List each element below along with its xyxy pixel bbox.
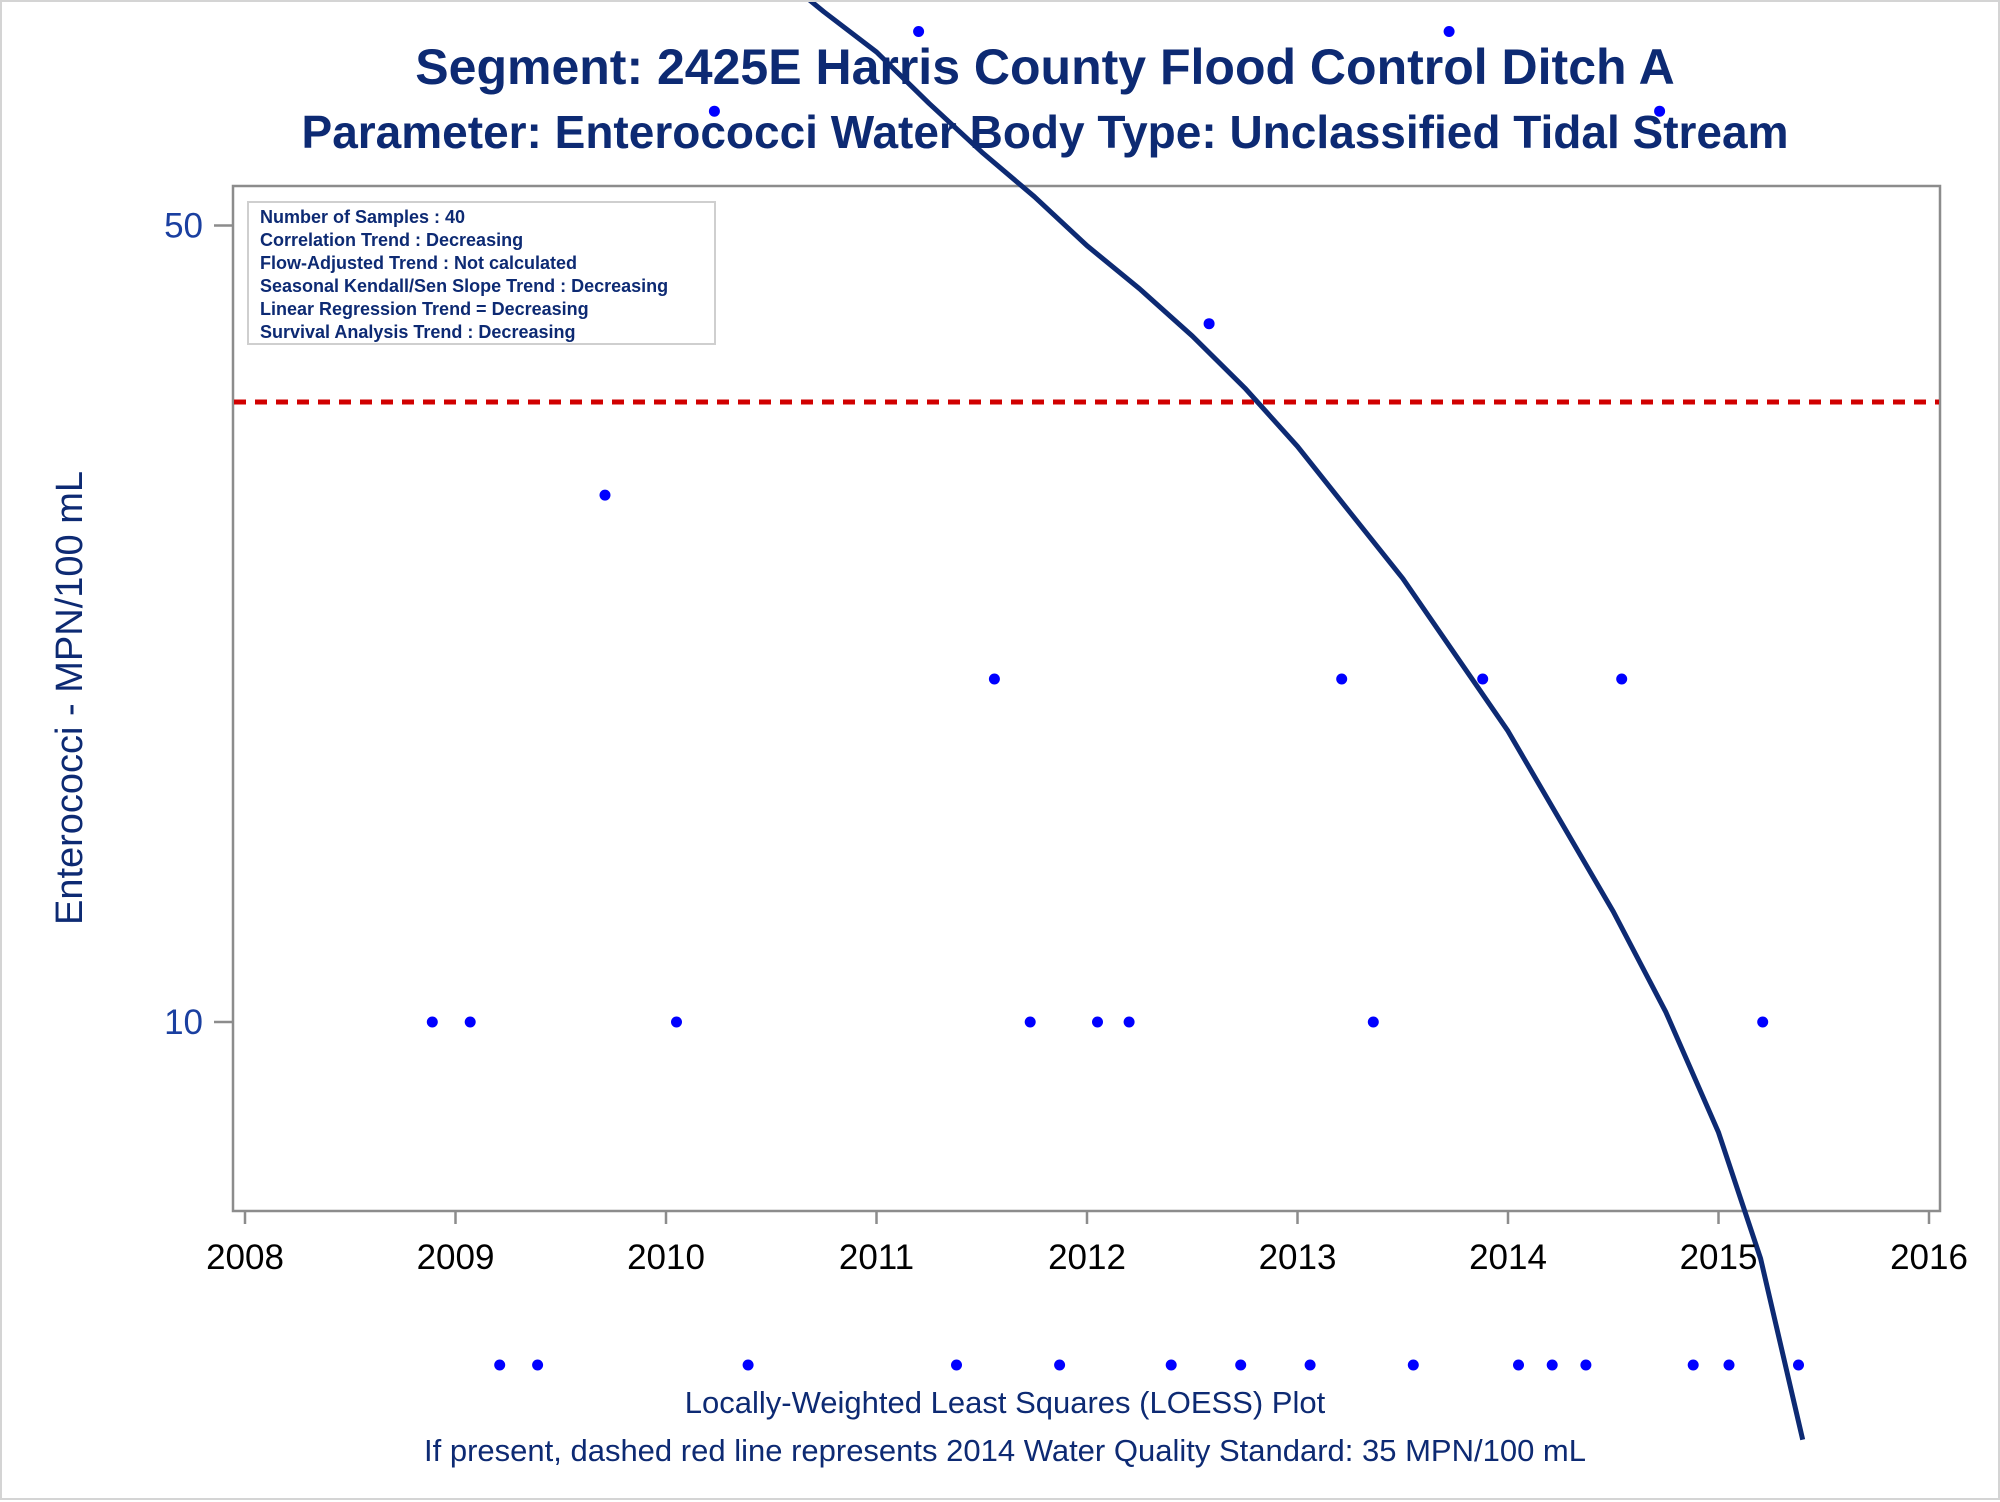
stats-line: Correlation Trend : Decreasing [260, 230, 523, 250]
data-point [1336, 673, 1348, 685]
data-point [1723, 1359, 1735, 1371]
data-point [1477, 673, 1489, 685]
data-point [532, 1359, 544, 1371]
data-point [1443, 26, 1455, 37]
stats-line: Linear Regression Trend = Decreasing [260, 299, 589, 319]
stats-box [247, 201, 716, 345]
data-point [1580, 1359, 1592, 1371]
x-tick-label: 2008 [206, 1238, 284, 1277]
x-tick-label: 2010 [627, 1238, 705, 1277]
data-point [1203, 318, 1215, 330]
data-point [1165, 1359, 1177, 1371]
data-point [742, 1359, 754, 1371]
data-point [1687, 1359, 1699, 1371]
data-point [1513, 1359, 1524, 1371]
stats-line: Seasonal Kendall/Sen Slope Trend : Decre… [260, 276, 668, 296]
stats-line: Flow-Adjusted Trend : Not calculated [260, 253, 577, 273]
data-point [1235, 1359, 1247, 1371]
x-tick-label: 2011 [839, 1238, 914, 1277]
data-point [988, 673, 1000, 685]
y-tick-label: 10 [164, 1003, 203, 1042]
x-tick-label: 2012 [1048, 1238, 1126, 1277]
footnote-standard: If present, dashed red line represents 2… [424, 1433, 1586, 1468]
data-point [1092, 1016, 1103, 1028]
plot-marks [234, 2, 1939, 1441]
x-tick-label: 2013 [1259, 1238, 1337, 1277]
data-point [494, 1359, 506, 1371]
data-point [1123, 1016, 1135, 1028]
x-tick-label: 2015 [1680, 1238, 1758, 1277]
data-point [1793, 1359, 1804, 1371]
data-point [1054, 1359, 1066, 1371]
loess-curve [807, 2, 1806, 1441]
data-point [708, 105, 720, 117]
axes: 2008 2009 2010 2011 2012 2013 2014 2015 2016 10 50… [164, 207, 1968, 1277]
data-point [1546, 1359, 1558, 1371]
data-point [1304, 1359, 1316, 1371]
chart-subtitle: Parameter: Enterococci Water Body Type: … [302, 106, 1789, 158]
data-point [913, 26, 925, 37]
stats-line: Number of Samples : 40 [260, 207, 465, 227]
stats-line: Survival Analysis Trend : Decreasing [260, 322, 575, 342]
data-point [1024, 1016, 1036, 1028]
footnote-method: Locally-Weighted Least Squares (LOESS) P… [685, 1385, 1326, 1420]
data-point [671, 1016, 682, 1028]
data-point [1654, 105, 1666, 117]
x-tick-label: 2009 [417, 1238, 495, 1277]
data-point [464, 1016, 476, 1028]
data-point [1407, 1359, 1419, 1371]
data-point [1367, 1016, 1379, 1028]
data-point [1616, 673, 1628, 685]
y-tick-label: 50 [164, 207, 203, 246]
data-point [1757, 1016, 1769, 1028]
y-axis-label: Enterococci - MPN/100 mL [49, 471, 91, 925]
chart-title: Segment: 2425E Harris County Flood Contr… [415, 39, 1674, 95]
x-tick-label: 2014 [1469, 1238, 1547, 1277]
stats-box-lines: Number of Samples : 40 Correlation Trend … [260, 207, 668, 342]
x-tick-label: 2016 [1890, 1238, 1968, 1277]
data-point [951, 1359, 962, 1371]
data-point [426, 1016, 438, 1028]
data-point [599, 489, 611, 501]
